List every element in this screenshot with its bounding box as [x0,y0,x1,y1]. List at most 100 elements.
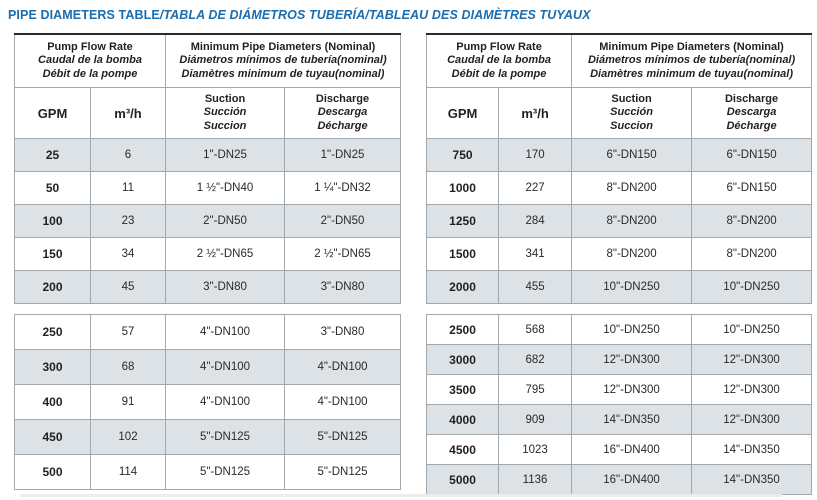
gpm-value: 100 [14,204,91,238]
m3h-value: 682 [498,344,573,375]
suction-value: 1 ½"-DN40 [165,171,286,205]
table-header-row-merged: Pump Flow Rate Caudal de la bomba Débit … [13,33,402,88]
header-line-es: Caudal de la bomba [38,54,142,67]
suction-value: 2"-DN50 [165,204,286,238]
table-row: 50 11 1 ½"-DN40 1 ¼"-DN32 [14,171,402,205]
suction-value: 8"-DN200 [571,204,693,238]
table-row: 3000 682 12"-DN300 12"-DN300 [426,344,813,375]
suction-value: 5"-DN125 [165,419,285,455]
m3h-value: 341 [498,237,573,271]
m3h-value: 170 [498,138,573,172]
m3h-label: m³/h [114,105,142,121]
table-row: 750 170 6"-DN150 6"-DN150 [426,138,813,172]
header-line-en: Pump Flow Rate [47,40,133,53]
discharge-value: 4"-DN100 [284,349,401,385]
table-block-2: 2500 568 10"-DN250 10"-DN250 3000 682 12"-DN30… [426,314,813,495]
suction-column-header: Suction Succión Succion [165,87,286,139]
gpm-value: 5000 [426,464,500,495]
pipe-table-high-flow: Pump Flow Rate Caudal de la bomba Débit … [426,33,813,495]
gpm-value: 3500 [426,374,500,405]
suction-value: 4"-DN100 [165,349,285,385]
gpm-value: 2500 [426,314,500,345]
discharge-value: 6"-DN150 [691,171,813,205]
pump-flow-rate-header: Pump Flow Rate Caudal de la bomba Débit … [426,33,573,88]
table-row: 1250 284 8"-DN200 8"-DN200 [426,204,813,238]
gpm-value: 2000 [426,270,500,304]
header-line-en: Minimum Pipe Diameters (Nominal) [599,40,784,53]
table-header-row-merged: Pump Flow Rate Caudal de la bomba Débit … [426,33,813,88]
table-row: 25 6 1"-DN25 1"-DN25 [14,138,402,172]
table-row: 1500 341 8"-DN200 8"-DN200 [426,237,813,271]
gpm-value: 400 [14,384,91,420]
m3h-column-header: m³/h [498,87,573,139]
min-pipe-diameters-header: Minimum Pipe Diameters (Nominal) Diámetr… [165,33,402,88]
suction-value: 4"-DN100 [165,314,285,350]
page-title: PIPE DIAMETERS TABLE/TABLA DE DIÁMETROS … [8,8,591,22]
discharge-value: 8"-DN200 [691,237,813,271]
pipe-table-low-flow: Pump Flow Rate Caudal de la bomba Débit … [13,33,402,490]
header-line-en: Minimum Pipe Diameters (Nominal) [190,40,376,53]
m3h-column-header: m³/h [89,87,167,139]
suction-value: 4"-DN100 [165,384,285,420]
header-line-fr: Débit de la pompe [451,67,547,80]
gpm-value: 500 [14,454,91,490]
table-row: 1000 227 8"-DN200 6"-DN150 [426,171,813,205]
pipe-table-high-flow-block2: 2500 568 10"-DN250 10"-DN250 3000 682 12"-DN30… [426,314,813,495]
suction-column-header: Suction Succión Succion [571,87,693,139]
m3h-value: 227 [498,171,573,205]
m3h-value: 6 [89,138,167,172]
table-row: 3500 795 12"-DN300 12"-DN300 [426,374,813,405]
discharge-value: 1"-DN25 [284,138,402,172]
header-line-es: Diámetros mínimos de tubería(nominal) [587,54,796,67]
gpm-value: 50 [14,171,91,205]
cutoff-content-strip [20,494,782,497]
gpm-value: 200 [14,270,91,304]
discharge-value: 3"-DN80 [284,314,401,350]
header-line-en: Discharge [315,92,370,105]
page-title-translations: /TABLA DE DIÁMETROS TUBERÍA/TABLEAU DES … [159,8,591,22]
gpm-value: 1250 [426,204,500,238]
gpm-label: GPM [447,105,478,121]
header-line-fr: Succion [203,119,247,132]
suction-value: 6"-DN150 [571,138,693,172]
suction-value: 2 ½"-DN65 [165,237,286,271]
gpm-value: 300 [14,349,91,385]
header-line-fr: Décharge [317,119,368,132]
gpm-value: 450 [14,419,91,455]
suction-value: 16"-DN400 [571,464,693,495]
discharge-value: 14"-DN350 [691,464,813,495]
gpm-column-header: GPM [426,87,500,139]
header-line-fr: Débit de la pompe [42,67,138,80]
discharge-value: 14"-DN350 [691,434,813,465]
m3h-value: 68 [90,349,166,385]
table-row: 4500 1023 16"-DN400 14"-DN350 [426,434,813,465]
suction-value: 8"-DN200 [571,171,693,205]
gpm-value: 1000 [426,171,500,205]
discharge-value: 6"-DN150 [691,138,813,172]
gpm-value: 3000 [426,344,500,375]
m3h-value: 57 [90,314,166,350]
table-subheader-row: GPM m³/h Suction Succión Succion Dischar… [14,87,402,139]
discharge-value: 5"-DN125 [284,419,401,455]
header-line-en: Suction [611,92,652,105]
discharge-value: 2"-DN50 [284,204,402,238]
discharge-value: 2 ½"-DN65 [284,237,402,271]
table-row: 5000 1136 16"-DN400 14"-DN350 [426,464,813,495]
discharge-value: 12"-DN300 [691,374,813,405]
gpm-value: 750 [426,138,500,172]
gpm-value: 25 [14,138,91,172]
gpm-value: 250 [14,314,91,350]
m3h-value: 11 [89,171,167,205]
m3h-value: 455 [498,270,573,304]
m3h-value: 34 [89,237,167,271]
gpm-column-header: GPM [14,87,91,139]
header-line-en: Pump Flow Rate [456,40,542,53]
header-line-fr: Décharge [726,119,777,132]
table-subheader-row: GPM m³/h Suction Succión Succion Dischar… [426,87,813,139]
suction-value: 14"-DN350 [571,404,693,435]
m3h-label: m³/h [521,105,549,121]
pipe-table-low-flow-block2: 250 57 4"-DN100 3"-DN80 300 68 4"-DN100 4"-DN10… [14,314,401,490]
suction-value: 1"-DN25 [165,138,286,172]
pipe-table-high-flow-main: Pump Flow Rate Caudal de la bomba Débit … [426,33,813,304]
table-block-1: 750 170 6"-DN150 6"-DN150 1000 227 8"-DN200 6"-… [426,138,813,304]
